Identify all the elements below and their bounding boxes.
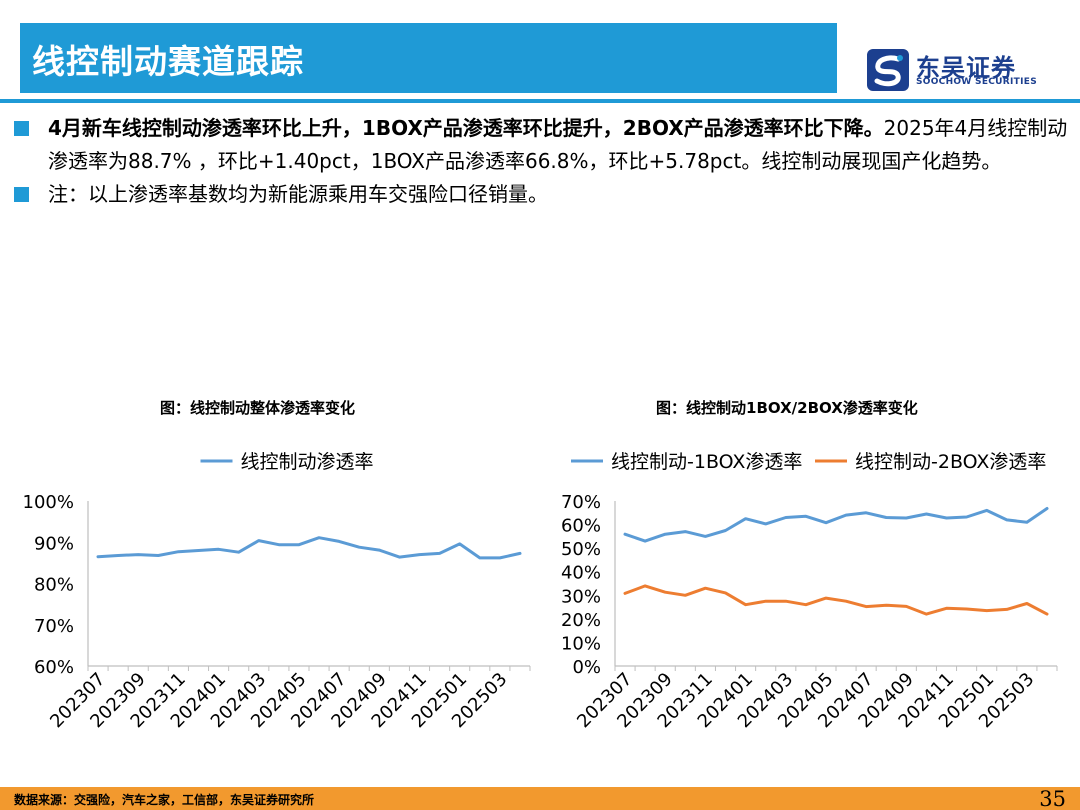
y-tick-label-1-0: 0% <box>572 657 601 678</box>
title-bar: 线控制动赛道跟踪 <box>20 23 837 93</box>
logo-mark-icon <box>867 49 909 91</box>
y-tick-label-1-70: 70% <box>561 492 601 513</box>
page-number: 35 <box>1039 787 1066 810</box>
bullet-text: 2025年4月线控制动渗透率为88.7% ，环比+1.40pct，1BOX产品渗… <box>48 116 1068 173</box>
legend-label-1-0: 线控制动-1BOX渗透率 <box>611 451 802 473</box>
data-source-note: 数据来源：交强险，汽车之家，工信部，东吴证券研究所 <box>14 793 315 807</box>
bullet-square-icon <box>14 187 29 202</box>
series-line-1-1 <box>623 584 1049 616</box>
y-tick-label-0-90: 90% <box>34 533 74 554</box>
y-tick-label-1-10: 10% <box>561 633 601 654</box>
bullet-square-icon <box>14 121 29 136</box>
y-tick-label-0-60: 60% <box>34 657 74 678</box>
legend-label-0-0: 线控制动渗透率 <box>241 451 374 473</box>
bullet-item: 注：以上渗透率基数均为新能源乘用车交强险口径销量。 <box>14 178 1074 211</box>
y-tick-label-0-100: 100% <box>23 492 74 513</box>
chart-2-plot: 线控制动-1BOX渗透率 线控制动-2BOX渗透率 0% 10%20% 30%40% 50… <box>561 451 1058 732</box>
company-logo: 东吴证券 SOOCHOW SECURITIES <box>866 48 1041 92</box>
bullet-bold-text: 4月新车线控制动渗透率环比上升，1BOX产品渗透率环比提升，2BOX产品渗透率环… <box>48 116 884 140</box>
series-line-1-0 <box>623 507 1049 543</box>
y-tick-label-1-30: 30% <box>561 586 601 607</box>
bullet-item: 4月新车线控制动渗透率环比上升，1BOX产品渗透率环比提升，2BOX产品渗透率环… <box>14 112 1074 178</box>
page-title: 线控制动赛道跟踪 <box>32 42 304 81</box>
bullet-text: 注：以上渗透率基数均为新能源乘用车交强险口径销量。 <box>48 182 548 206</box>
logo-english-name: SOOCHOW SECURITIES <box>916 77 1037 87</box>
chart-1-plot: 线控制动渗透率60%70%80%90%100%20230720230920231… <box>23 451 531 732</box>
chart-2-title: 图：线控制动1BOX/2BOX渗透率变化 <box>656 399 918 417</box>
y-tick-label-1-60: 60% <box>561 516 601 537</box>
y-tick-label-1-40: 40% <box>561 563 601 584</box>
y-tick-label-0-70: 70% <box>34 616 74 637</box>
legend-label-1-1: 线控制动-2BOX渗透率 <box>855 451 1046 473</box>
chart-1-title: 图：线控制动整体渗透率变化 <box>160 399 356 417</box>
logo-chinese-name: 东吴证券 <box>916 54 1016 82</box>
series-line-0-0 <box>96 536 522 560</box>
bullet-list: 4月新车线控制动渗透率环比上升，1BOX产品渗透率环比提升，2BOX产品渗透率环… <box>14 112 1074 211</box>
y-tick-label-0-80: 80% <box>34 575 74 596</box>
y-tick-label-1-50: 50% <box>561 539 601 560</box>
footer-bar: 数据来源：交强险，汽车之家，工信部，东吴证券研究所 35 <box>0 787 1080 810</box>
y-tick-label-1-20: 20% <box>561 610 601 631</box>
header-divider <box>0 99 1080 103</box>
